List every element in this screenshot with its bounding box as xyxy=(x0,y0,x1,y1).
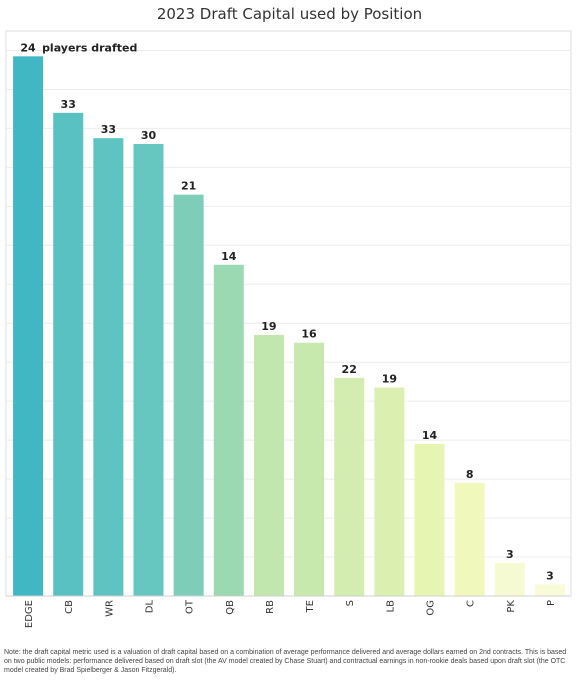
bar-dl xyxy=(133,144,164,596)
bar-cb xyxy=(53,112,84,597)
x-tick-pk: PK xyxy=(506,600,517,613)
x-tick-lb: LB xyxy=(385,600,396,613)
bar-p xyxy=(534,584,565,596)
bar-og xyxy=(414,444,445,596)
data-label-edge: 24 xyxy=(20,41,36,54)
x-tick-rb: RB xyxy=(265,600,276,614)
bars xyxy=(13,56,565,597)
chart-title: 2023 Draft Capital used by Position xyxy=(156,5,423,23)
data-label-qb: 14 xyxy=(221,250,237,263)
x-tick-labels: EDGE CB WR DL OT QB RB TE S LB OG C PK P xyxy=(24,599,557,628)
data-label-rb: 19 xyxy=(261,320,276,333)
x-tick-c: C xyxy=(466,600,477,607)
x-tick-p: P xyxy=(546,600,557,606)
bar-rb xyxy=(253,334,284,596)
bar-pk xyxy=(494,562,525,596)
data-label-lb: 19 xyxy=(382,373,397,386)
bar-wr xyxy=(93,138,124,597)
footnote: Note: the draft capital metric used is a… xyxy=(4,649,567,674)
data-label-p: 3 xyxy=(546,569,554,582)
bar-qb xyxy=(213,264,244,596)
annotation-players-drafted: players drafted xyxy=(42,41,137,54)
data-label-dl: 30 xyxy=(141,129,157,142)
x-tick-cb: CB xyxy=(64,600,75,614)
bar-ot xyxy=(173,194,204,597)
data-label-pk: 3 xyxy=(506,548,514,561)
data-label-s: 22 xyxy=(342,363,357,376)
x-tick-wr: WR xyxy=(104,600,115,617)
x-tick-og: OG xyxy=(426,600,437,616)
x-tick-qb: QB xyxy=(225,600,236,615)
bar-c xyxy=(454,483,485,596)
gridlines xyxy=(6,49,571,558)
data-label-wr: 33 xyxy=(101,123,116,136)
plot-border xyxy=(5,30,572,597)
bar-te xyxy=(294,342,325,596)
data-label-ot: 21 xyxy=(181,180,196,193)
x-tick-ot: OT xyxy=(185,599,196,614)
x-tick-dl: DL xyxy=(145,600,156,614)
data-label-c: 8 xyxy=(466,468,474,481)
x-tick-te: TE xyxy=(305,600,316,613)
data-label-og: 14 xyxy=(422,429,438,442)
x-tick-s: S xyxy=(345,600,356,606)
bar-edge xyxy=(13,56,44,597)
x-tick-edge: EDGE xyxy=(24,600,35,628)
data-label-cb: 33 xyxy=(61,98,76,111)
bar-s xyxy=(334,377,365,596)
data-label-te: 16 xyxy=(301,328,317,341)
bar-lb xyxy=(374,387,405,596)
